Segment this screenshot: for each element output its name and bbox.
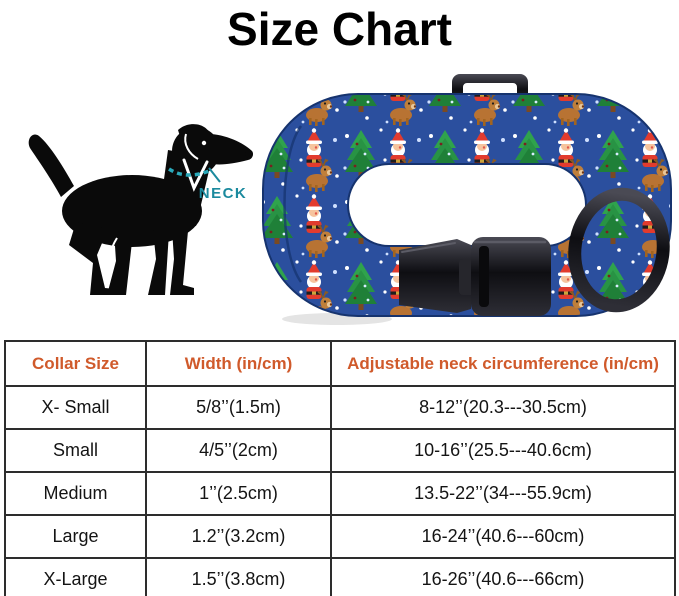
cell-width: 4/5’’(2cm) bbox=[145, 428, 332, 473]
dog-silhouette bbox=[28, 124, 253, 295]
neck-measure-dashed-line bbox=[168, 167, 210, 177]
table-row: X- Small 5/8’’(1.5m) 8-12’’(20.3---30.5c… bbox=[4, 385, 676, 430]
size-table: Collar Size Width (in/cm) Adjustable nec… bbox=[4, 340, 676, 596]
buckle-icon bbox=[399, 237, 551, 316]
cell-width: 5/8’’(1.5m) bbox=[145, 385, 332, 430]
chest-highlight-line bbox=[182, 158, 209, 192]
cell-width: 1.5’’(3.8cm) bbox=[145, 557, 332, 596]
dog-ear bbox=[178, 124, 212, 162]
col-header-collar-size: Collar Size bbox=[4, 340, 147, 387]
cell-neck: 16-26’’(40.6---66cm) bbox=[330, 557, 676, 596]
dog-hind-leg-far bbox=[107, 231, 133, 295]
ear-highlight-line bbox=[184, 133, 199, 160]
collar-photo bbox=[262, 74, 672, 325]
neck-pointer-line bbox=[208, 167, 221, 183]
col-header-width: Width (in/cm) bbox=[145, 340, 332, 387]
cell-size: Large bbox=[4, 514, 147, 559]
dog-hind-leg bbox=[69, 222, 115, 295]
cell-size: Medium bbox=[4, 471, 147, 516]
cell-neck: 10-16’’(25.5---40.6cm) bbox=[330, 428, 676, 473]
collar-fold-line bbox=[283, 125, 303, 283]
d-ring-icon bbox=[568, 187, 670, 313]
dog-front-leg-far bbox=[148, 230, 169, 295]
table-row: Large 1.2’’(3.2cm) 16-24’’(40.6---60cm) bbox=[4, 514, 676, 559]
cell-size: X- Small bbox=[4, 385, 147, 430]
dog-eye bbox=[201, 140, 207, 146]
cell-size: X-Large bbox=[4, 557, 147, 596]
cell-neck: 16-24’’(40.6---60cm) bbox=[330, 514, 676, 559]
dog-front-leg bbox=[170, 229, 194, 295]
cell-neck: 13.5-22’’(34---55.9cm) bbox=[330, 471, 676, 516]
table-header-row: Collar Size Width (in/cm) Adjustable nec… bbox=[4, 340, 676, 387]
col-header-neck-circumference: Adjustable neck circumference (in/cm) bbox=[330, 340, 676, 387]
thigh-highlight-line bbox=[108, 237, 118, 271]
cell-neck: 8-12’’(20.3---30.5cm) bbox=[330, 385, 676, 430]
page-title: Size Chart bbox=[227, 3, 452, 55]
dog-neck-diagram: NECK bbox=[28, 124, 253, 295]
table-row: X-Large 1.5’’(3.8cm) 16-26’’(40.6---66cm… bbox=[4, 557, 676, 596]
cell-width: 1.2’’(3.2cm) bbox=[145, 514, 332, 559]
dog-nose bbox=[245, 150, 253, 158]
neck-label: NECK bbox=[199, 185, 248, 202]
table-row: Medium 1’’(2.5cm) 13.5-22’’(34---55.9cm) bbox=[4, 471, 676, 516]
dog-tail bbox=[28, 134, 74, 197]
cell-size: Small bbox=[4, 428, 147, 473]
cell-width: 1’’(2.5cm) bbox=[145, 471, 332, 516]
table-row: Small 4/5’’(2cm) 10-16’’(25.5---40.6cm) bbox=[4, 428, 676, 473]
dog-muzzle bbox=[208, 134, 253, 165]
